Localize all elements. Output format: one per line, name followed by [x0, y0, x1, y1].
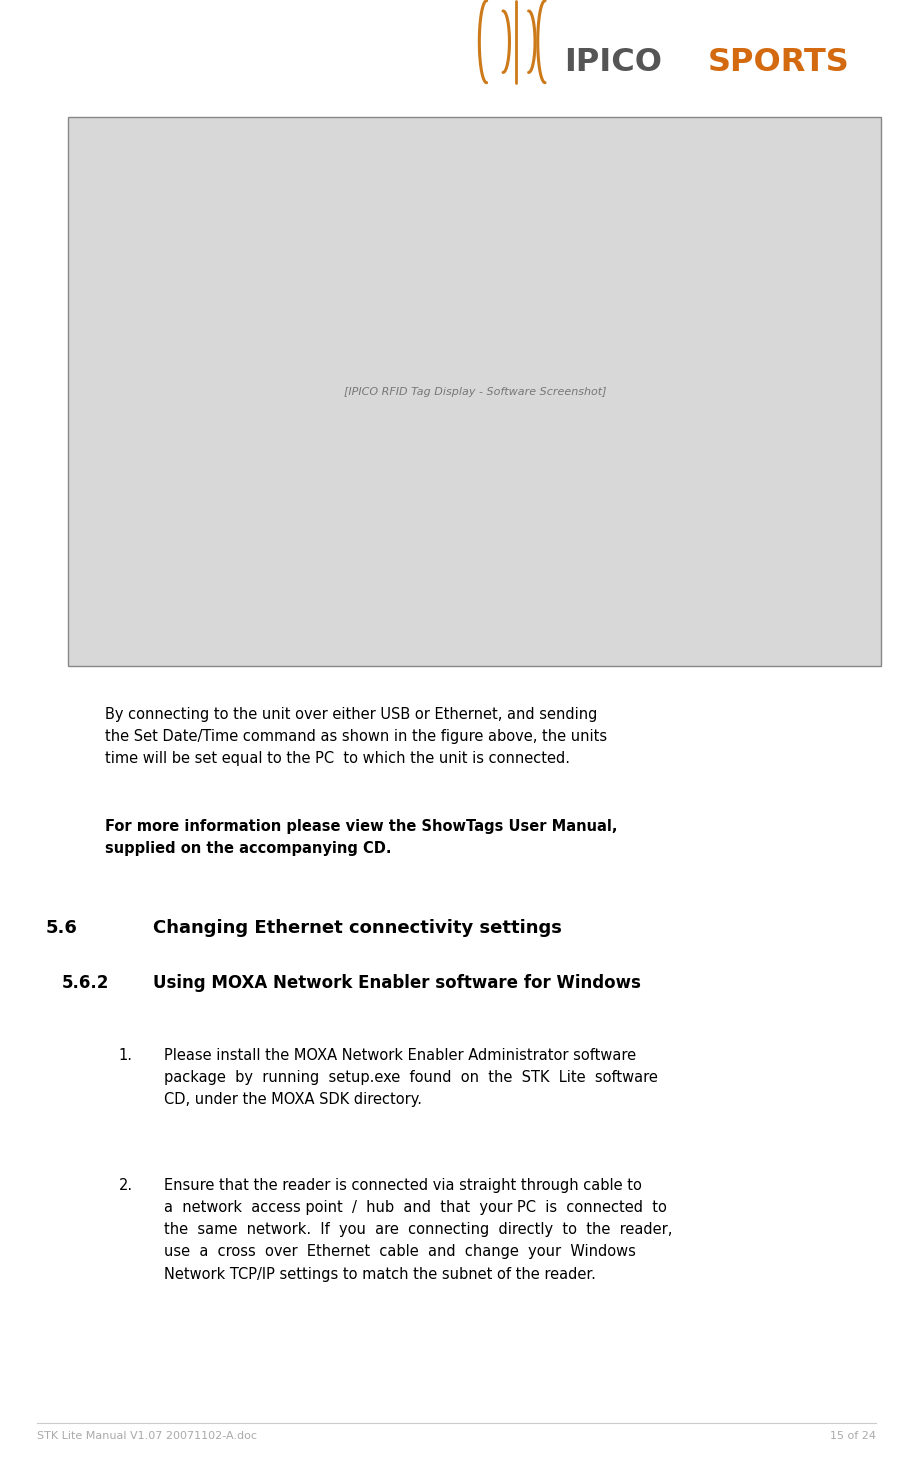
- Text: STK Lite Manual V1.07 20071102-A.doc: STK Lite Manual V1.07 20071102-A.doc: [37, 1431, 257, 1441]
- Text: 5.6: 5.6: [46, 919, 78, 936]
- Text: Using MOXA Network Enabler software for Windows: Using MOXA Network Enabler software for …: [153, 974, 641, 992]
- Text: By connecting to the unit over either USB or Ethernet, and sending
the Set Date/: By connecting to the unit over either US…: [105, 707, 607, 767]
- Text: 15 of 24: 15 of 24: [831, 1431, 876, 1441]
- Text: 1.: 1.: [119, 1048, 132, 1062]
- Text: SPORTS: SPORTS: [708, 47, 849, 78]
- Text: For more information please view the ShowTags User Manual,
supplied on the accom: For more information please view the Sho…: [105, 819, 617, 856]
- Text: 2.: 2.: [119, 1178, 132, 1192]
- Text: Ensure that the reader is connected via straight through cable to
a  network  ac: Ensure that the reader is connected via …: [164, 1178, 673, 1282]
- Text: 5.6.2: 5.6.2: [62, 974, 110, 992]
- Text: IPICO: IPICO: [564, 47, 662, 78]
- Text: [IPICO RFID Tag Display - Software Screenshot]: [IPICO RFID Tag Display - Software Scree…: [343, 388, 606, 396]
- Text: Changing Ethernet connectivity settings: Changing Ethernet connectivity settings: [153, 919, 562, 936]
- Text: Please install the MOXA Network Enabler Administrator software
package  by  runn: Please install the MOXA Network Enabler …: [164, 1048, 658, 1107]
- FancyBboxPatch shape: [68, 117, 881, 666]
